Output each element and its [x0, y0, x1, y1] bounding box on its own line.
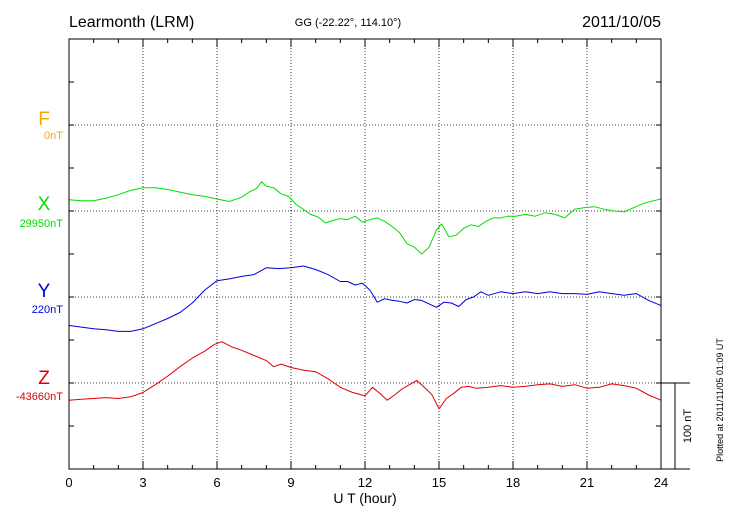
x-tick-label: 9 — [287, 475, 294, 490]
component-label-z: Z — [38, 368, 50, 389]
component-label-x: X — [38, 194, 51, 215]
baseline-label-x: 29950nT — [20, 218, 64, 230]
x-tick-label: 12 — [358, 475, 372, 490]
baseline-label-f: 0nT — [44, 130, 63, 142]
component-label-f: F — [38, 109, 50, 130]
component-label-y: Y — [38, 281, 51, 302]
y-axis-ticks — [69, 81, 661, 427]
series-line-z — [68, 341, 662, 410]
x-tick-label: 24 — [654, 475, 668, 490]
x-axis-ticks: 0 3 6 9 12 15 18 21 24 — [65, 39, 668, 490]
baseline-label-y: 220nT — [32, 304, 63, 316]
grid-lines — [69, 39, 661, 469]
plot-frame — [68, 38, 662, 470]
x-tick-label: 0 — [65, 475, 72, 490]
baseline-label-z: -43660nT — [16, 391, 63, 403]
plot-date: 2011/10/05 — [582, 14, 661, 31]
x-tick-label: 21 — [580, 475, 594, 490]
scale-bar: 100 nT — [661, 382, 694, 470]
station-title: Learmonth (LRM) — [69, 14, 194, 31]
x-tick-label: 18 — [506, 475, 520, 490]
x-tick-label: 6 — [213, 475, 220, 490]
series-line-x — [68, 181, 662, 255]
x-tick-label: 3 — [139, 475, 146, 490]
series-lines — [68, 181, 662, 410]
scale-bar-label: 100 nT — [682, 409, 694, 444]
plotted-timestamp: Plotted at 2011/11/05 01:09 UT — [715, 338, 725, 462]
series-line-y — [68, 265, 662, 332]
x-tick-label: 15 — [432, 475, 446, 490]
station-coordinates: GG (-22.22°, 114.10°) — [295, 17, 401, 29]
x-axis-label: U T (hour) — [333, 490, 396, 506]
